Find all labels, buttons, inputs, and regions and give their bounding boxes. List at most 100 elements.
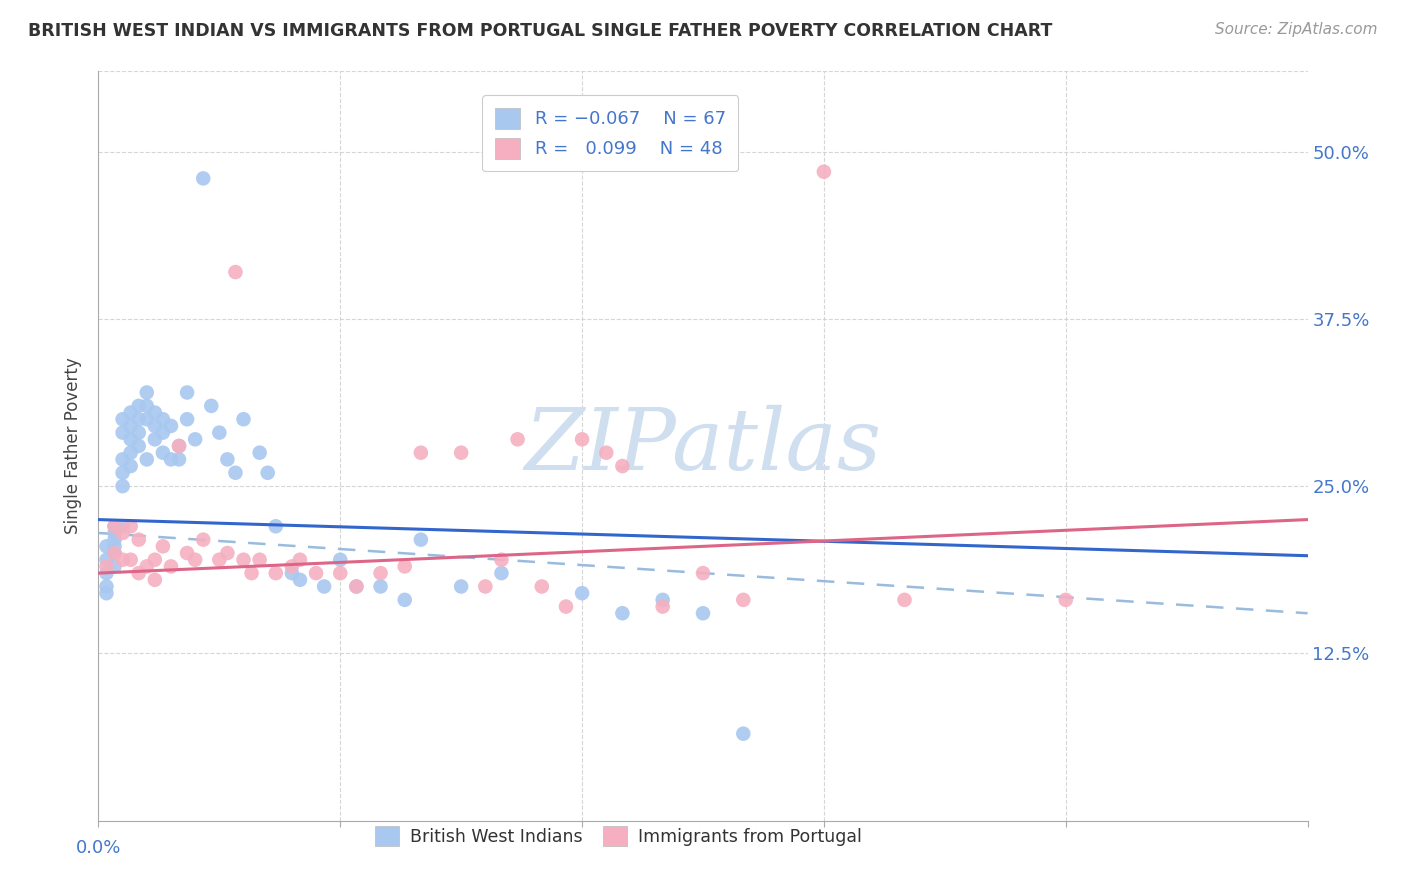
Point bbox=[208, 425, 231, 440]
Point bbox=[103, 546, 125, 560]
Point bbox=[176, 546, 198, 560]
Point bbox=[143, 419, 166, 434]
Point bbox=[491, 553, 513, 567]
Point bbox=[733, 726, 755, 740]
Point bbox=[200, 399, 222, 413]
Point bbox=[111, 553, 134, 567]
Point bbox=[224, 466, 246, 480]
Text: ZIPatlas: ZIPatlas bbox=[524, 405, 882, 487]
Point bbox=[692, 566, 714, 581]
Point bbox=[128, 399, 150, 413]
Point bbox=[232, 553, 254, 567]
Point bbox=[120, 459, 142, 474]
Point bbox=[120, 553, 142, 567]
Point bbox=[152, 425, 174, 440]
Point bbox=[208, 553, 231, 567]
Point bbox=[571, 433, 593, 447]
Point bbox=[160, 419, 183, 434]
Point bbox=[96, 559, 118, 574]
Point bbox=[143, 433, 166, 447]
Point bbox=[813, 165, 835, 179]
Point bbox=[264, 566, 287, 581]
Point bbox=[152, 412, 174, 426]
Point bbox=[96, 539, 118, 553]
Point bbox=[103, 539, 125, 553]
Point bbox=[103, 559, 125, 574]
Point bbox=[111, 466, 134, 480]
Point bbox=[249, 553, 271, 567]
Point bbox=[96, 580, 118, 594]
Point bbox=[329, 566, 352, 581]
Legend: British West Indians, Immigrants from Portugal: British West Indians, Immigrants from Po… bbox=[368, 819, 869, 853]
Point bbox=[314, 580, 336, 594]
Point bbox=[103, 546, 125, 560]
Point bbox=[111, 452, 134, 467]
Point bbox=[555, 599, 578, 614]
Point bbox=[128, 425, 150, 440]
Point bbox=[394, 593, 416, 607]
Point bbox=[135, 412, 157, 426]
Point bbox=[281, 566, 304, 581]
Point bbox=[111, 412, 134, 426]
Point bbox=[135, 559, 157, 574]
Point bbox=[474, 580, 496, 594]
Point bbox=[120, 406, 142, 420]
Point bbox=[733, 593, 755, 607]
Point bbox=[128, 566, 150, 581]
Point bbox=[167, 439, 190, 453]
Point bbox=[111, 425, 134, 440]
Point bbox=[409, 533, 432, 547]
Point bbox=[651, 593, 673, 607]
Point bbox=[128, 412, 150, 426]
Point bbox=[120, 446, 142, 460]
Point bbox=[692, 607, 714, 621]
Point bbox=[612, 459, 634, 474]
Point bbox=[143, 553, 166, 567]
Point bbox=[264, 519, 287, 533]
Point bbox=[128, 533, 150, 547]
Point bbox=[103, 533, 125, 547]
Point bbox=[240, 566, 263, 581]
Point bbox=[281, 559, 304, 574]
Point bbox=[96, 553, 118, 567]
Point bbox=[135, 399, 157, 413]
Point bbox=[409, 446, 432, 460]
Point bbox=[893, 593, 915, 607]
Point bbox=[143, 573, 166, 587]
Point bbox=[329, 553, 352, 567]
Point bbox=[370, 566, 392, 581]
Point bbox=[506, 433, 529, 447]
Point bbox=[103, 526, 125, 541]
Point bbox=[344, 580, 367, 594]
Point bbox=[152, 539, 174, 553]
Point bbox=[167, 452, 190, 467]
Point bbox=[232, 412, 254, 426]
Point bbox=[103, 519, 125, 533]
Point bbox=[288, 573, 311, 587]
Point bbox=[217, 546, 239, 560]
Text: Source: ZipAtlas.com: Source: ZipAtlas.com bbox=[1215, 22, 1378, 37]
Point bbox=[120, 419, 142, 434]
Point bbox=[128, 439, 150, 453]
Point bbox=[152, 446, 174, 460]
Point bbox=[111, 519, 134, 533]
Point bbox=[135, 385, 157, 400]
Point bbox=[344, 580, 367, 594]
Point bbox=[256, 466, 278, 480]
Point bbox=[491, 566, 513, 581]
Point bbox=[160, 452, 183, 467]
Point bbox=[571, 586, 593, 600]
Point bbox=[96, 586, 118, 600]
Point bbox=[595, 446, 617, 460]
Point bbox=[394, 559, 416, 574]
Point bbox=[111, 526, 134, 541]
Point bbox=[288, 553, 311, 567]
Point bbox=[651, 599, 673, 614]
Text: BRITISH WEST INDIAN VS IMMIGRANTS FROM PORTUGAL SINGLE FATHER POVERTY CORRELATIO: BRITISH WEST INDIAN VS IMMIGRANTS FROM P… bbox=[28, 22, 1053, 40]
Point bbox=[143, 406, 166, 420]
Point bbox=[135, 452, 157, 467]
Point bbox=[224, 265, 246, 279]
Point bbox=[160, 559, 183, 574]
Point bbox=[370, 580, 392, 594]
Point bbox=[217, 452, 239, 467]
